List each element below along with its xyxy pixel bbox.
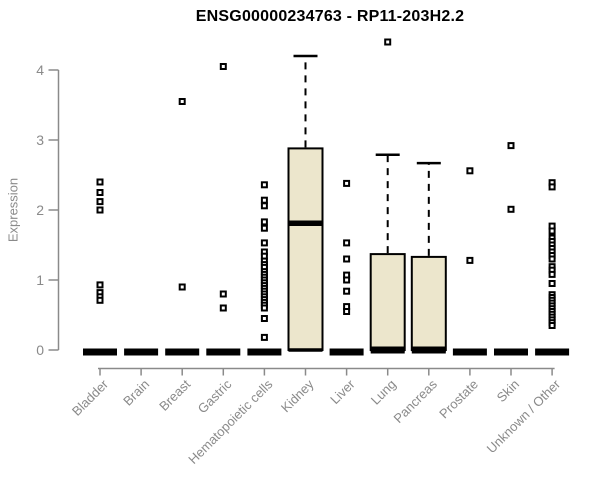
outlier-point-skin-0 (507, 142, 515, 150)
outlier-point-breast-1 (178, 283, 186, 291)
collapsed-box-skin (494, 348, 528, 356)
outlier-point-hematopoietic-cells-26 (260, 333, 268, 341)
y-tick-label-1: 1 (36, 272, 44, 288)
y-tick-label-4: 4 (36, 62, 44, 78)
outlier-point-liver-1 (343, 239, 351, 247)
outlier-point-liver-0 (343, 179, 351, 187)
outlier-point-breast-0 (178, 98, 186, 105)
outlier-point-gastric-2 (219, 304, 227, 312)
outlier-point-prostate-1 (466, 256, 474, 264)
collapsed-box-prostate (452, 348, 487, 356)
outlier-point-liver-5 (343, 287, 351, 295)
outlier-point-unknown-other-1 (548, 183, 556, 191)
collapsed-box-brain (124, 348, 159, 356)
box-lung (369, 253, 406, 352)
outlier-point-hematopoietic-cells-2 (260, 202, 268, 210)
x-tick-label-breast: Breast (156, 376, 193, 413)
x-tick-label-brain: Brain (120, 377, 152, 409)
outlier-point-hematopoietic-cells-25 (260, 315, 268, 322)
collapsed-box-breast (165, 348, 200, 356)
x-tick-label-kidney: Kidney (278, 376, 317, 415)
outlier-point-unknown-other-26 (548, 322, 556, 329)
box-pancreas (410, 255, 447, 351)
outlier-point-bladder-1 (96, 189, 104, 196)
x-tick-label-liver: Liver (327, 376, 358, 407)
outlier-point-hematopoietic-cells-4 (260, 224, 268, 232)
outlier-point-gastric-0 (219, 63, 227, 70)
x-tick-label-lung: Lung (368, 377, 399, 408)
outlier-point-bladder-4 (96, 281, 104, 289)
outlier-point-bladder-0 (96, 178, 104, 186)
outlier-point-prostate-0 (466, 167, 474, 175)
outlier-point-hematopoietic-cells-24 (260, 304, 268, 312)
outlier-point-bladder-3 (96, 206, 104, 214)
outlier-point-unknown-other-3 (548, 227, 556, 235)
outlier-point-unknown-other-14 (548, 280, 556, 287)
outlier-point-liver-4 (343, 276, 351, 284)
box-kidney (287, 147, 324, 351)
x-tick-label-prostate: Prostate (436, 377, 481, 422)
outlier-point-hematopoietic-cells-0 (260, 181, 268, 189)
outlier-point-liver-2 (343, 255, 351, 263)
x-tick-label-skin: Skin (494, 377, 522, 405)
outlier-point-hematopoietic-cells-1 (260, 196, 268, 204)
collapsed-box-hematopoietic-cells (247, 348, 282, 356)
y-tick-label-3: 3 (36, 132, 44, 148)
outlier-point-liver-7 (343, 308, 351, 315)
x-tick-label-gastric: Gastric (195, 376, 235, 416)
outlier-point-gastric-1 (219, 290, 227, 298)
chart-title: ENSG00000234763 - RP11-203H2.2 (195, 8, 465, 25)
collapsed-box-bladder (83, 348, 117, 356)
x-tick-label-bladder: Bladder (69, 376, 112, 419)
outlier-point-lung-0 (384, 38, 392, 46)
outlier-point-hematopoietic-cells-5 (260, 239, 268, 247)
outlier-point-hematopoietic-cells-3 (260, 218, 268, 226)
outlier-point-skin-1 (507, 205, 515, 213)
outlier-point-unknown-other-13 (548, 270, 556, 278)
outlier-point-unknown-other-10 (548, 255, 556, 263)
x-tick-label-unknown-other: Unknown / Other (484, 376, 564, 456)
collapsed-box-unknown-other (535, 348, 570, 356)
y-tick-label-0: 0 (36, 342, 44, 358)
collapsed-box-liver (329, 348, 364, 356)
outlier-point-bladder-2 (96, 198, 104, 206)
collapsed-box-gastric (206, 348, 241, 356)
y-tick-label-2: 2 (36, 202, 44, 218)
x-tick-label-pancreas: Pancreas (390, 376, 440, 426)
outlier-point-bladder-7 (96, 296, 104, 304)
